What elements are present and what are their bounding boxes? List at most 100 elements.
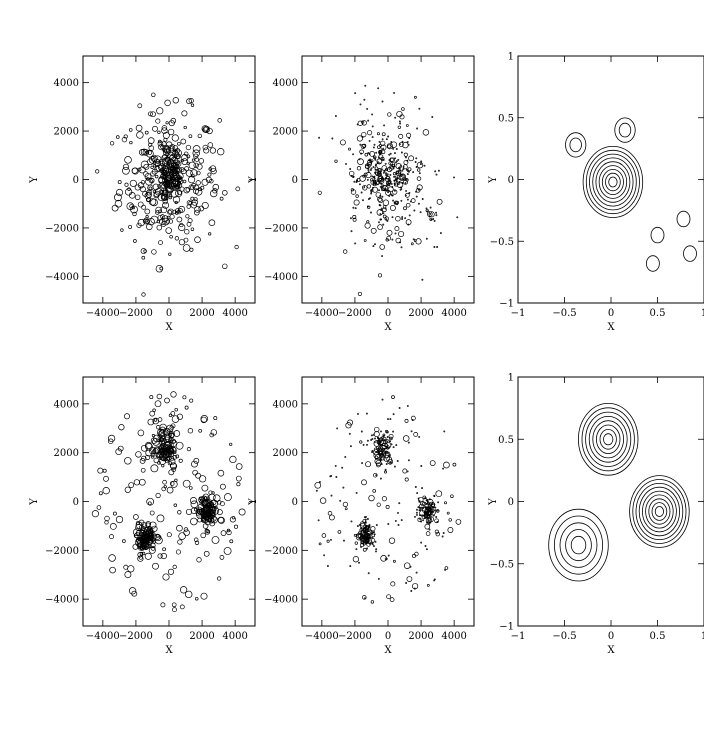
scatter-point <box>223 493 232 502</box>
scatter-point <box>154 400 162 408</box>
scatter-point <box>201 201 209 210</box>
scatter-point <box>164 186 172 193</box>
scatter-point <box>383 170 386 173</box>
scatter-point <box>399 241 401 244</box>
scatter-point <box>216 576 222 581</box>
scatter-point <box>341 466 344 469</box>
scatter-point <box>179 167 185 172</box>
scatter-point <box>162 479 167 485</box>
scatter-point <box>147 418 155 426</box>
scatter-point <box>199 496 206 502</box>
scatter-point <box>413 209 416 212</box>
contour-level <box>676 210 691 228</box>
scatter-point <box>371 136 374 139</box>
scatter-point <box>150 437 158 444</box>
scatter-point <box>403 206 407 211</box>
y-tick-label: −4000 <box>45 595 79 606</box>
scatter-point <box>235 186 241 192</box>
scatter-point <box>428 211 435 218</box>
scatter-point <box>404 192 410 198</box>
scatter-point <box>149 521 157 529</box>
scatter-point <box>347 419 354 426</box>
scatter-point <box>434 518 439 524</box>
scatter-point <box>406 404 409 407</box>
scatter-point <box>136 537 144 545</box>
scatter-point <box>174 149 182 157</box>
scatter-point <box>382 214 387 219</box>
scatter-point <box>175 161 182 167</box>
scatter-point <box>355 548 358 551</box>
scatter-point <box>405 202 411 208</box>
scatter-point <box>369 158 372 161</box>
scatter-point <box>363 239 367 242</box>
scatter-point <box>372 184 375 187</box>
scatter-point <box>380 140 386 146</box>
scatter-point <box>389 461 391 464</box>
scatter-point <box>414 486 417 488</box>
scatter-point <box>373 171 376 174</box>
scatter-point <box>208 232 212 236</box>
contour-level <box>585 411 632 467</box>
scatter-point <box>144 130 149 135</box>
scatter-point <box>155 118 161 124</box>
scatter-point <box>366 184 371 189</box>
scatter-point <box>389 205 396 211</box>
contour-level <box>554 515 604 575</box>
scatter-point <box>387 186 394 193</box>
scatter-point <box>175 148 181 154</box>
scatter-point <box>404 182 407 185</box>
scatter-point <box>385 138 388 141</box>
scatter-point <box>162 201 170 209</box>
scatter-point <box>439 232 442 235</box>
x-axis-label: X <box>165 645 173 656</box>
scatter-point <box>437 501 440 504</box>
scatter-point <box>415 238 422 245</box>
scatter-point <box>425 502 428 505</box>
scatter-point <box>331 137 334 140</box>
contour-level <box>599 428 617 450</box>
scatter-point <box>386 173 389 176</box>
scatter-point <box>155 206 162 214</box>
y-tick-label: 0.5 <box>498 113 514 124</box>
scatter-point <box>217 118 222 123</box>
scatter-point <box>394 226 400 232</box>
scatter-point <box>392 446 395 449</box>
scatter-point <box>395 160 398 163</box>
scatter-point <box>397 169 402 174</box>
scatter-point <box>182 395 187 400</box>
scatter-point <box>193 188 199 195</box>
scatter-point <box>390 141 398 148</box>
scatter-point <box>111 204 119 212</box>
scatter-point <box>380 208 382 211</box>
scatter-point <box>198 205 205 212</box>
scatter-point <box>209 520 216 527</box>
scatter-point <box>133 479 140 486</box>
x-tick-label: −2000 <box>119 631 153 642</box>
scatter-point <box>393 182 396 185</box>
contour-level <box>651 502 668 521</box>
contour-level <box>548 508 609 582</box>
scatter-point <box>367 198 370 201</box>
scatter-point <box>377 87 380 90</box>
scatter-point <box>162 573 170 581</box>
x-tick-label: 4000 <box>441 631 466 642</box>
scatter-point <box>415 190 418 193</box>
scatter-point <box>350 189 357 195</box>
scatter-point <box>387 418 389 421</box>
scatter-point <box>385 505 390 509</box>
x-tick-label: −1 <box>511 308 526 319</box>
scatter-point <box>410 590 413 592</box>
contour-level <box>614 117 636 143</box>
scatter-point <box>388 178 391 181</box>
scatter-point <box>395 161 397 164</box>
scatter-point <box>357 291 362 296</box>
scatter-point <box>122 163 130 170</box>
scatter-point <box>205 176 212 183</box>
scatter-point <box>204 519 211 526</box>
scatter-point <box>378 446 382 450</box>
scatter-point <box>453 176 455 179</box>
scatter-point <box>379 213 382 216</box>
x-tick-label: 2000 <box>189 631 214 642</box>
scatter-point <box>379 218 382 221</box>
scatter-point <box>140 533 147 540</box>
